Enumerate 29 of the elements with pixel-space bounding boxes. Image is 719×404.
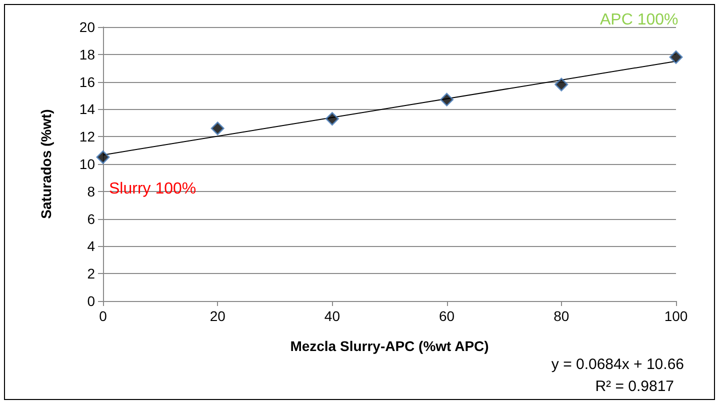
y-tick-label: 14 — [79, 101, 96, 118]
x-tick-label: 80 — [554, 308, 570, 324]
point — [554, 78, 568, 92]
y-tick-label: 18 — [79, 46, 96, 62]
point — [669, 50, 683, 64]
y-tick-label: 8 — [87, 183, 96, 200]
y-tick-label: 2 — [87, 266, 96, 282]
y-tick-label: 10 — [79, 156, 96, 172]
y-tick-label: 4 — [87, 238, 96, 254]
x-tick-label: 0 — [99, 308, 108, 324]
annotation: APC 100% — [600, 12, 678, 29]
point — [210, 122, 224, 136]
y-tick-label: 20 — [79, 19, 96, 35]
text: R² = 0.9817 — [595, 378, 674, 395]
x-tick-label: 40 — [324, 308, 340, 324]
point — [440, 92, 454, 106]
x-tick-label: 100 — [664, 308, 688, 324]
y-tick-label: 6 — [87, 210, 96, 227]
y-tick-label: 16 — [79, 74, 96, 90]
x-tick-label: 60 — [439, 308, 455, 324]
x-tick-label: 20 — [210, 308, 226, 324]
point — [96, 150, 110, 164]
annotation: Slurry 100% — [109, 180, 196, 198]
x-axis-title: Mezcla Slurry-APC (%wt APC) — [290, 338, 489, 354]
y-tick-label: 0 — [87, 293, 96, 309]
y-axis-title: Saturados (%wt) — [38, 109, 54, 219]
y-tick-label: 12 — [79, 128, 96, 145]
point — [325, 112, 339, 126]
text: y = 0.0684x + 10.66 — [551, 356, 684, 373]
